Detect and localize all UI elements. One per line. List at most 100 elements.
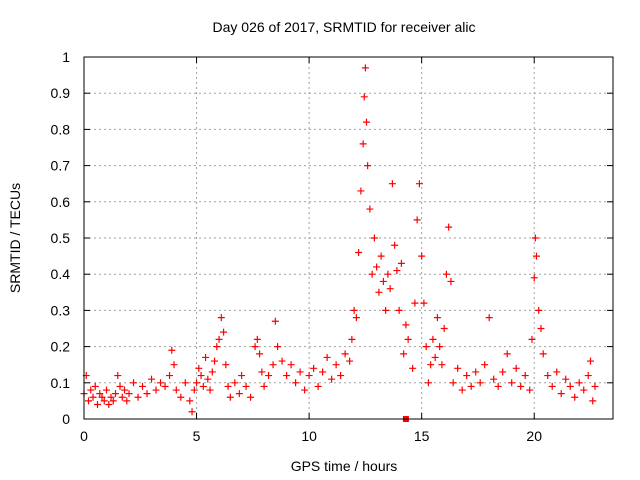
data-point	[253, 335, 261, 343]
data-point	[224, 382, 232, 390]
data-point	[98, 393, 106, 401]
data-point	[528, 335, 536, 343]
data-point	[531, 234, 539, 242]
data-point	[177, 393, 185, 401]
data-point	[350, 306, 358, 314]
x-tick-label: 0	[80, 428, 88, 444]
data-point	[548, 382, 556, 390]
data-point	[386, 285, 394, 293]
y-tick-label: 0.6	[51, 194, 71, 210]
data-point	[139, 382, 147, 390]
data-point	[211, 357, 219, 365]
data-point	[388, 180, 396, 188]
data-point	[476, 379, 484, 387]
y-tick-label: 0.7	[51, 158, 71, 174]
data-point	[166, 372, 174, 380]
data-point	[472, 368, 480, 376]
data-point	[368, 270, 376, 278]
data-point	[589, 397, 597, 405]
data-point	[116, 382, 124, 390]
data-point	[341, 350, 349, 358]
data-point	[404, 335, 412, 343]
data-point	[391, 241, 399, 249]
data-point	[375, 288, 383, 296]
data-point	[530, 274, 538, 282]
data-point	[370, 234, 378, 242]
data-point	[440, 325, 448, 332]
data-point	[418, 252, 426, 260]
data-point	[591, 382, 599, 390]
data-point	[118, 393, 126, 401]
data-point	[152, 386, 160, 394]
data-point	[379, 277, 387, 285]
data-point	[87, 386, 95, 394]
x-tick-label: 15	[414, 428, 430, 444]
tick-labels-layer: 0 5 10 15 20 0 0.1 0.2 0.3 0.4 0.5 0.6 0.7 0.8 0.9 1	[51, 49, 543, 444]
data-point	[91, 382, 99, 390]
y-tick-label: 1	[62, 49, 70, 65]
y-tick-label: 0	[62, 411, 70, 427]
data-point	[467, 382, 475, 390]
data-point	[431, 353, 439, 361]
data-point	[411, 299, 419, 307]
data-point	[287, 361, 295, 369]
data-point	[361, 64, 369, 72]
data-point	[195, 364, 203, 372]
data-point	[231, 379, 239, 387]
data-point	[258, 368, 266, 376]
data-points-layer	[80, 64, 599, 422]
data-point	[181, 379, 189, 387]
data-point	[121, 386, 129, 394]
data-point	[377, 252, 385, 260]
data-point	[123, 397, 131, 405]
y-axis-label: SRMTID / TECUs	[7, 183, 23, 293]
data-point	[449, 379, 457, 387]
data-point	[539, 350, 547, 358]
data-point	[422, 343, 430, 351]
data-point	[481, 361, 489, 369]
y-tick-label: 0.5	[51, 230, 71, 246]
data-point	[438, 361, 446, 369]
data-point	[337, 372, 345, 380]
y-tick-label: 0.4	[51, 266, 71, 282]
data-point	[226, 393, 234, 401]
data-point	[190, 386, 198, 394]
data-point	[220, 328, 228, 336]
data-point	[517, 382, 525, 390]
data-point	[557, 390, 565, 398]
data-point	[247, 393, 255, 401]
data-point	[323, 353, 331, 361]
data-point	[562, 375, 570, 383]
data-point	[208, 368, 216, 376]
data-point	[445, 223, 453, 231]
data-point	[400, 350, 408, 358]
x-tick-label: 5	[193, 428, 201, 444]
data-point	[130, 379, 138, 387]
data-point	[85, 397, 93, 405]
data-point	[494, 382, 502, 390]
data-point	[357, 187, 365, 195]
data-point	[292, 379, 300, 387]
data-point	[157, 379, 165, 387]
data-point	[94, 401, 102, 409]
data-point	[105, 401, 113, 409]
data-point	[96, 390, 104, 398]
data-point	[402, 321, 410, 329]
data-point	[109, 397, 117, 405]
data-point	[170, 361, 178, 369]
data-point	[526, 386, 534, 394]
data-point	[242, 382, 250, 390]
data-point	[363, 118, 371, 126]
data-point	[112, 390, 120, 398]
data-point	[114, 372, 122, 380]
data-point	[222, 361, 230, 369]
grid-layer	[84, 57, 613, 419]
data-point	[458, 386, 466, 394]
data-point	[197, 372, 205, 380]
data-point	[532, 252, 540, 260]
data-point	[566, 382, 574, 390]
data-point	[463, 372, 471, 380]
data-point	[204, 375, 212, 383]
data-point	[161, 382, 169, 390]
data-point	[188, 408, 196, 416]
